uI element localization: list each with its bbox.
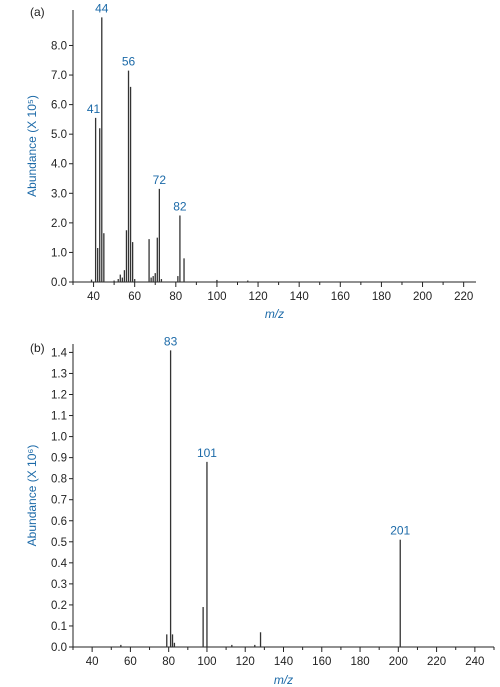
x-tick-label: 180	[372, 291, 391, 303]
y-tick-label: 0.4	[51, 558, 68, 570]
peak-label: 56	[122, 55, 136, 69]
x-tick-label: 140	[274, 656, 293, 668]
y-tick-label: 0.0	[51, 277, 67, 289]
x-tick-label: 220	[454, 291, 473, 303]
peak-label: 72	[153, 173, 167, 187]
y-tick-label: 1.1	[51, 411, 67, 423]
x-axis-title: m/z	[274, 673, 293, 687]
y-tick-label: 0.2	[51, 600, 67, 612]
y-tick-label: 1.3	[51, 368, 67, 380]
x-tick-label: 60	[124, 656, 137, 668]
x-tick-label: 120	[236, 656, 255, 668]
y-tick-label: 0.5	[51, 537, 67, 549]
x-tick-label: 120	[248, 291, 267, 303]
y-tick-label: 0.3	[51, 579, 67, 591]
panel-label: (a)	[30, 5, 45, 19]
x-tick-label: 200	[413, 291, 432, 303]
x-tick-label: 160	[312, 656, 331, 668]
y-axis-title: Abundance (X 10⁵)	[25, 95, 39, 197]
x-tick-label: 100	[207, 291, 226, 303]
y-tick-label: 8.0	[51, 40, 67, 52]
panel-label: (b)	[30, 341, 45, 355]
y-tick-label: 5.0	[51, 129, 67, 141]
y-tick-label: 2.0	[51, 218, 67, 230]
y-tick-label: 1.2	[51, 390, 67, 402]
y-tick-label: 0.9	[51, 453, 67, 465]
x-tick-label: 180	[350, 656, 369, 668]
peak-label: 41	[87, 102, 101, 116]
y-tick-label: 0.7	[51, 495, 67, 507]
y-tick-label: 1.4	[51, 347, 68, 359]
peak-label: 201	[390, 524, 410, 538]
y-tick-label: 0.1	[51, 621, 67, 633]
x-tick-label: 100	[197, 656, 216, 668]
x-tick-label: 240	[465, 656, 484, 668]
x-tick-label: 40	[87, 291, 100, 303]
x-tick-label: 40	[86, 656, 99, 668]
peak-label: 101	[197, 446, 217, 460]
y-tick-label: 0.8	[51, 474, 67, 486]
peak-label: 83	[164, 334, 178, 348]
x-tick-label: 80	[169, 291, 182, 303]
peak-label: 82	[173, 199, 187, 213]
y-tick-label: 4.0	[51, 159, 67, 171]
y-tick-label: 7.0	[51, 70, 67, 82]
x-tick-label: 160	[331, 291, 350, 303]
y-tick-label: 1.0	[51, 432, 67, 444]
x-axis-title: m/z	[265, 307, 284, 321]
y-tick-label: 6.0	[51, 100, 67, 112]
x-tick-label: 80	[162, 656, 175, 668]
x-tick-label: 140	[290, 291, 309, 303]
y-tick-label: 0.0	[51, 642, 67, 654]
x-tick-label: 220	[427, 656, 446, 668]
x-tick-label: 200	[389, 656, 408, 668]
peak-label: 44	[95, 1, 109, 15]
y-tick-label: 3.0	[51, 188, 67, 200]
x-tick-label: 60	[128, 291, 141, 303]
y-tick-label: 1.0	[51, 247, 67, 259]
y-tick-label: 0.6	[51, 516, 67, 528]
y-axis-title: Abundance (X 10⁶)	[25, 445, 39, 547]
